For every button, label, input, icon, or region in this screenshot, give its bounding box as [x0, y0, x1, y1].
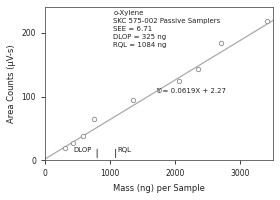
Y-axis label: Area Counts (μV-s): Area Counts (μV-s) — [7, 44, 16, 123]
Point — [264, 19, 269, 23]
Point — [196, 67, 200, 71]
Text: RQL: RQL — [117, 147, 131, 153]
Point — [81, 135, 85, 138]
Text: o-Xylene
SKC 575-002 Passive Samplers
SEE = 6.71
DLOP = 325 ng
RQL = 1084 ng: o-Xylene SKC 575-002 Passive Samplers SE… — [113, 10, 221, 48]
Point — [71, 141, 75, 144]
Point — [62, 146, 67, 149]
Point — [219, 42, 223, 45]
Point — [176, 79, 181, 82]
X-axis label: Mass (ng) per Sample: Mass (ng) per Sample — [113, 184, 205, 193]
Point — [157, 89, 161, 92]
Point — [131, 98, 135, 101]
Point — [92, 117, 96, 120]
Text: Y = 0.0619X + 2.27: Y = 0.0619X + 2.27 — [156, 88, 226, 94]
Text: DLOP: DLOP — [74, 147, 92, 153]
